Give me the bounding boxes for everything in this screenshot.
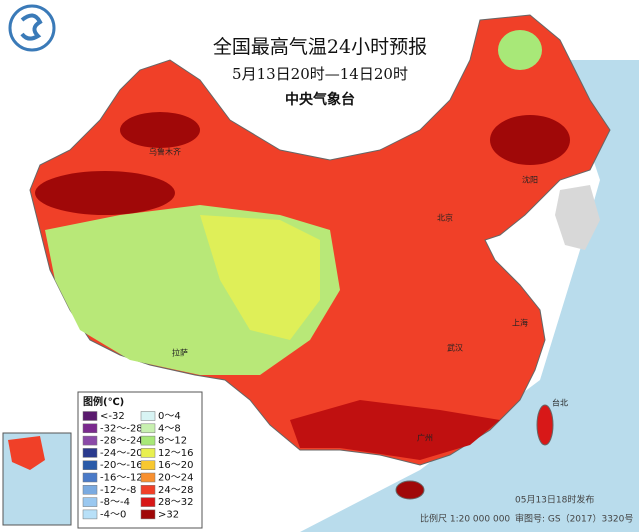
- legend-label: -20～-16: [100, 460, 143, 471]
- legend-label: -8～-4: [100, 497, 130, 508]
- sea: [300, 60, 639, 532]
- legend-swatch: [140, 460, 156, 470]
- legend-label: >32: [158, 509, 179, 520]
- city-label: 台北: [552, 398, 568, 408]
- legend-swatch: [140, 472, 156, 483]
- legend-swatch: [140, 509, 156, 520]
- legend-swatch: [82, 411, 98, 421]
- dzungaria-hot-zone: [120, 112, 200, 148]
- legend-label: 0～4: [158, 411, 181, 422]
- legend-label: -28～-24: [100, 436, 143, 447]
- scale: 比例尺 1:20 000 000: [420, 513, 510, 525]
- south-hot-zone: [290, 400, 500, 460]
- legend-swatch: [82, 448, 98, 458]
- legend-swatch: [82, 472, 98, 483]
- legend-swatch: [140, 435, 156, 446]
- legend-title: 图例(℃): [83, 395, 124, 408]
- city-label: 乌鲁木齐: [149, 147, 181, 157]
- legend-label: 28～32: [158, 497, 193, 508]
- legend-swatch: [82, 485, 98, 495]
- tarim-hot-zone: [35, 171, 175, 215]
- subtitle: 5月13日20时—14日20时: [232, 65, 408, 83]
- hainan: [395, 480, 425, 500]
- logo-mark: [20, 13, 43, 41]
- review-number: 审图号: GS（2017）3320号: [515, 513, 633, 525]
- legend-items: <-32-32～-28-28～-24-24～-20-20～-16-16～-12-…: [82, 411, 193, 520]
- korea: [555, 185, 600, 250]
- legend-label: <-32: [100, 411, 125, 422]
- city-label: 上海: [512, 318, 528, 328]
- logo: [8, 4, 56, 52]
- legend-swatch: [82, 497, 98, 507]
- plateau-warm-zone: [200, 215, 320, 340]
- legend-swatch: [140, 497, 156, 507]
- legend-label: -24～-20: [100, 448, 143, 459]
- legend-label: -32～-28: [100, 423, 143, 434]
- city-label: 北京: [437, 213, 453, 223]
- city-label: 拉萨: [172, 348, 188, 358]
- legend-swatch: [140, 411, 156, 421]
- legend-label: 8～12: [158, 436, 187, 447]
- title: 全国最高气温24小时预报: [213, 36, 427, 58]
- legend-swatch: [82, 509, 98, 520]
- legend-swatch: [140, 423, 156, 434]
- city-label: 沈阳: [522, 175, 538, 185]
- northeast-hot-zone: [490, 115, 570, 165]
- legend-swatch: [82, 423, 98, 434]
- legend-label: 16～20: [158, 460, 193, 471]
- issued-time: 05月13日18时发布: [515, 494, 594, 506]
- legend-label: 24～28: [158, 485, 193, 496]
- legend-label: 4～8: [158, 423, 181, 434]
- legend-swatch: [82, 460, 98, 470]
- north-cool-zone: [498, 30, 542, 70]
- legend-label: -4～0: [100, 509, 126, 520]
- legend-label: -16～-12: [100, 473, 143, 484]
- legend-swatch: [82, 435, 98, 446]
- inset-land: [8, 436, 45, 470]
- agency: 中央气象台: [285, 91, 355, 108]
- legend-swatch: [140, 485, 156, 495]
- city-label: 武汉: [447, 343, 463, 353]
- taiwan: [536, 404, 554, 446]
- legend-box: [77, 391, 203, 529]
- city-label: 广州: [417, 433, 433, 443]
- legend-label: 20～24: [158, 473, 193, 484]
- legend-label: 12～16: [158, 448, 193, 459]
- legend-swatch: [140, 448, 156, 458]
- legend-label: -12～-8: [100, 485, 136, 496]
